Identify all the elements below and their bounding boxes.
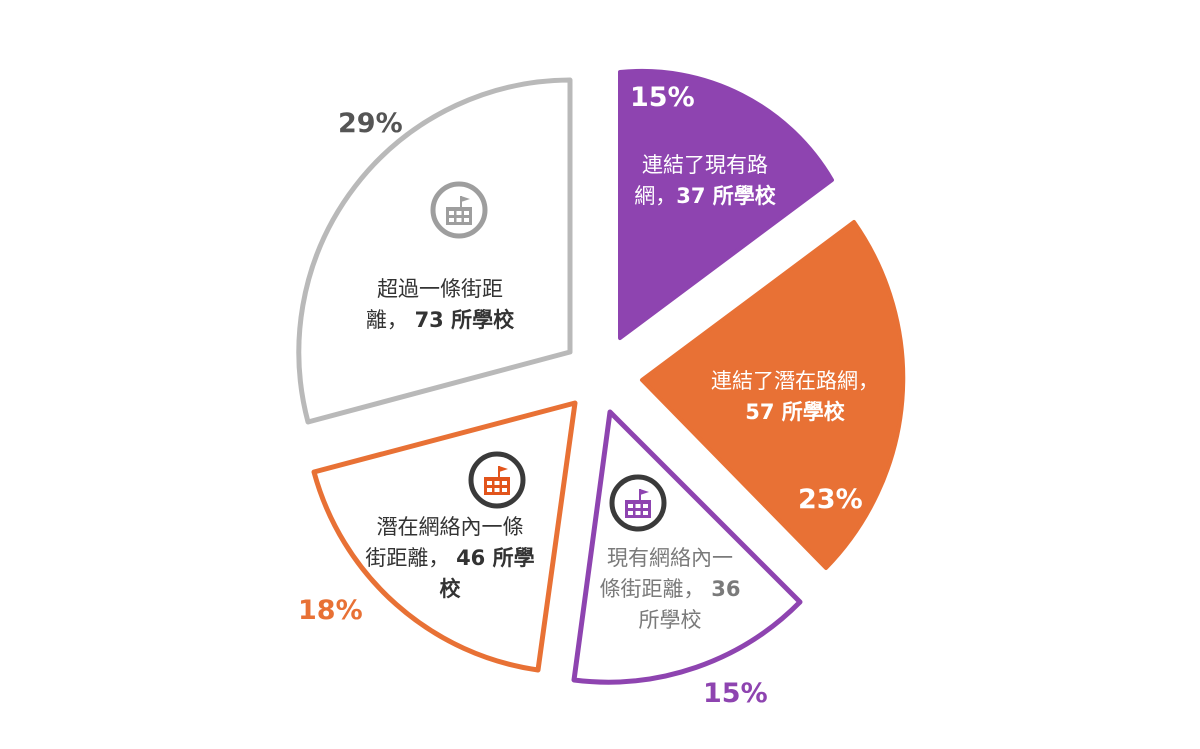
- school-icon: [430, 181, 488, 239]
- slice-label-line: 校: [439, 577, 461, 601]
- slice-more-than-one-street: [296, 77, 573, 425]
- slice-label-line: 潛在網絡內一條: [376, 515, 524, 539]
- slice-label-more-than-one-street: 超過一條街距 離， 73 所學校: [355, 274, 525, 336]
- slice-existing-network-connected: [618, 68, 834, 340]
- percent-label: 23%: [798, 484, 863, 515]
- slice-label-text: 離，: [365, 308, 408, 332]
- school-count: 46 所學: [456, 546, 535, 570]
- slice-label-text: 網，: [634, 184, 677, 208]
- school-count: 57 所學校: [745, 400, 845, 424]
- slice-potential-network-connected: [640, 220, 906, 570]
- slice-label-line: 現有網絡內一: [607, 546, 733, 570]
- slice-label-text: 街距離，: [365, 546, 450, 570]
- slice-label-line: 條街距離， 36: [590, 574, 750, 605]
- slice-label-line: 街距離， 46 所學: [355, 543, 545, 574]
- school-count: 73 所學校: [414, 308, 515, 332]
- slice-label-potential-connected: 連結了潛在路網， 57 所學校: [695, 366, 895, 428]
- slice-label-line: 離， 73 所學校: [355, 305, 525, 336]
- slice-label-line: 57 所學校: [695, 397, 895, 428]
- percent-label: 29%: [338, 108, 403, 139]
- school-icon: [609, 474, 667, 532]
- percent-label: 18%: [298, 595, 363, 626]
- slice-label-line: 超過一條街距: [377, 277, 503, 301]
- slice-label-existing-one-street: 現有網絡內一 條街距離， 36 所學校: [590, 543, 750, 636]
- school-icon: [468, 451, 526, 509]
- slice-label-potential-one-street: 潛在網絡內一條 街距離， 46 所學 校: [355, 512, 545, 605]
- school-count: 37 所學校: [676, 184, 776, 208]
- slice-label-line: 連結了潛在路網，: [711, 369, 879, 393]
- slice-label-line: 網，37 所學校: [620, 181, 790, 212]
- school-count: 36: [711, 577, 741, 601]
- slice-label-existing-connected: 連結了現有路 網，37 所學校: [620, 150, 790, 212]
- slice-label-text: 條街距離，: [599, 577, 705, 601]
- percent-label: 15%: [630, 82, 695, 113]
- slice-label-line: 連結了現有路: [642, 153, 768, 177]
- percent-label: 15%: [703, 678, 768, 709]
- slice-label-line: 所學校: [638, 608, 702, 632]
